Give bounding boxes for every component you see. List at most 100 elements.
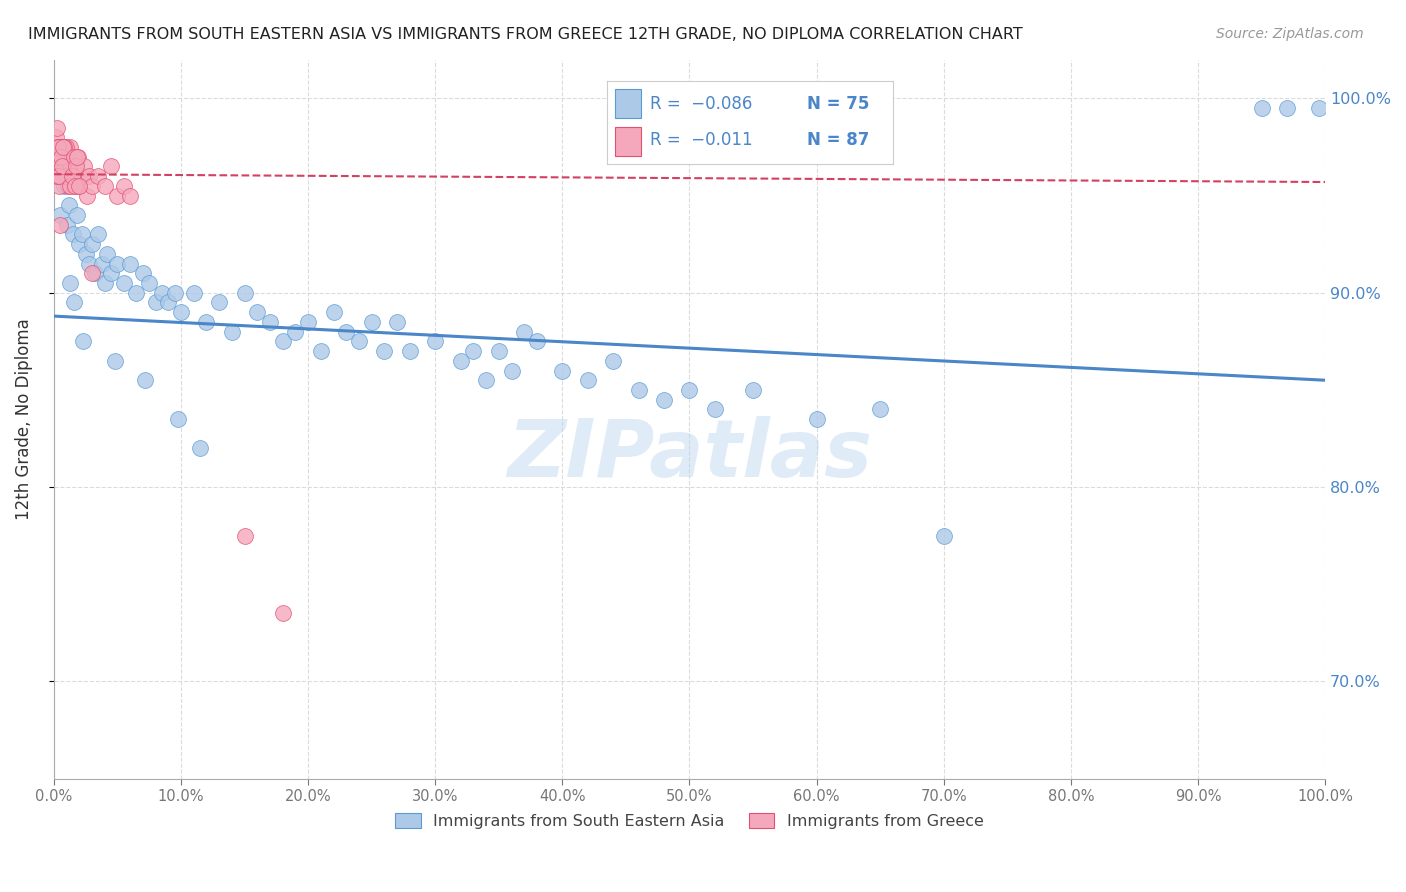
Point [63,178,86,193]
Point [51,150,73,164]
Point [221,325,243,339]
Point [62,227,84,242]
Point [652,392,675,407]
Point [602,353,624,368]
Point [55,218,77,232]
Point [45,150,67,164]
Point [385,315,408,329]
Point [188,442,211,456]
Point [80,266,103,280]
Point [52,160,75,174]
Point [742,383,765,397]
Point [150,285,173,300]
Point [52,140,75,154]
Point [51,150,73,164]
Point [67,178,90,193]
Point [170,305,193,319]
Point [501,363,523,377]
Point [104,353,127,368]
Point [703,402,725,417]
Point [132,266,155,280]
Point [60,169,83,184]
Point [96,247,118,261]
Point [80,178,103,193]
Point [65,160,87,174]
Point [51,160,73,174]
Point [79,169,101,184]
Point [53,178,76,193]
Point [322,305,344,319]
Point [93,276,115,290]
Point [59,140,82,154]
Point [49,140,72,154]
Point [297,315,319,329]
Point [49,160,72,174]
Point [87,169,110,184]
Point [463,344,485,359]
Point [49,208,72,222]
Point [51,150,73,164]
Point [100,160,122,174]
Point [46,120,69,135]
Point [120,257,142,271]
Point [46,160,69,174]
Point [72,334,94,349]
Point [53,169,76,184]
Point [551,363,574,377]
Point [105,188,128,202]
Point [80,237,103,252]
Point [335,325,357,339]
Point [233,285,256,300]
Point [58,160,80,174]
Point [398,344,420,359]
Point [62,150,84,164]
Point [53,169,76,184]
Point [45,169,67,184]
Point [46,140,69,154]
Point [49,169,72,184]
Point [66,169,89,184]
Point [93,178,115,193]
Point [1250,101,1272,115]
Point [63,295,86,310]
Point [125,285,148,300]
Point [87,227,110,242]
Point [195,315,218,329]
Point [67,237,90,252]
Point [373,344,395,359]
Point [58,150,80,164]
Point [55,140,77,154]
Point [62,160,84,174]
Point [45,150,67,164]
Point [120,188,142,202]
Point [488,344,510,359]
Point [53,160,76,174]
Point [53,140,76,154]
Point [59,178,82,193]
Point [48,150,70,164]
Point [46,140,69,154]
Point [56,150,79,164]
Point [60,169,83,184]
Point [49,160,72,174]
Point [112,276,135,290]
Point [51,160,73,174]
Point [55,169,77,184]
Point [450,353,472,368]
Point [806,412,828,426]
Point [45,169,67,184]
Text: ZIPatlas: ZIPatlas [508,416,872,494]
Point [932,529,955,543]
Point [526,334,548,349]
Point [100,266,122,280]
Point [48,169,70,184]
Point [48,169,70,184]
Point [233,529,256,543]
Point [55,160,77,174]
Point [67,178,90,193]
Point [63,178,86,193]
Point [45,130,67,145]
Point [66,150,89,164]
Point [52,169,75,184]
Point [138,276,160,290]
